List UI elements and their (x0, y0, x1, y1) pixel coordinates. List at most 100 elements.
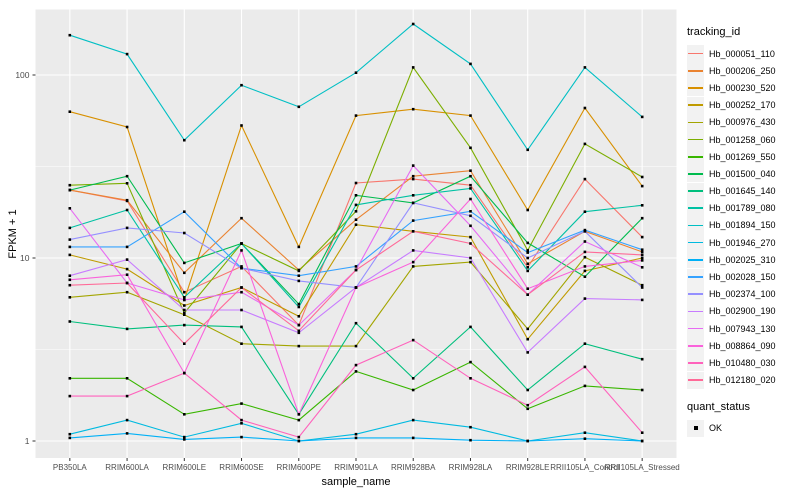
data-point (583, 66, 587, 69)
data-point (526, 388, 529, 392)
legend-label: Hb_001946_270 (709, 237, 776, 248)
legend-item-Hb_002374_100: Hb_002374_100 (687, 285, 776, 303)
data-point (297, 418, 301, 422)
data-point (583, 230, 587, 233)
legend-item-Hb_001946_270: Hb_001946_270 (687, 234, 776, 252)
legend-label: Hb_001500_040 (709, 168, 776, 179)
data-point (640, 250, 644, 254)
legend-item-Hb_000252_170: Hb_000252_170 (687, 96, 776, 114)
data-point (354, 71, 358, 74)
legend-item-Hb_001258_060: Hb_001258_060 (687, 131, 776, 149)
data-point (297, 329, 301, 333)
data-point (125, 182, 129, 185)
data-point (297, 331, 301, 335)
legend-line-icon (688, 155, 703, 158)
data-point (183, 311, 186, 315)
x-tick-label: RRIM928LE (506, 463, 550, 472)
x-tick-label: RRIM600PE (277, 463, 321, 472)
legend-label: Hb_000230_520 (709, 82, 776, 93)
data-point (640, 286, 644, 289)
legend: tracking_id Hb_000051_110 Hb_000206_250 Hb… (687, 26, 776, 437)
data-point (411, 107, 415, 111)
data-point (583, 365, 587, 369)
data-point (240, 308, 243, 312)
legend-key-swatch (687, 371, 704, 389)
data-point (68, 394, 72, 398)
data-point (469, 224, 472, 228)
data-point (183, 298, 186, 302)
data-point (297, 344, 301, 348)
data-point (240, 242, 243, 245)
legend-line-icon (688, 259, 703, 261)
data-point (469, 169, 472, 172)
data-point (469, 197, 472, 201)
legend-item-Hb_002900_190: Hb_002900_190 (687, 302, 776, 320)
data-point (469, 260, 472, 264)
data-point (526, 266, 529, 269)
data-point (125, 273, 129, 276)
data-point (68, 253, 72, 257)
legend-key-swatch (687, 285, 704, 303)
data-point (583, 240, 587, 243)
data-point (125, 281, 129, 285)
legend-line-icon (688, 207, 703, 210)
data-point (583, 297, 587, 300)
data-point (583, 106, 587, 110)
data-point (354, 194, 358, 197)
data-point (411, 194, 415, 197)
data-point (297, 269, 301, 273)
legend-key-swatch (687, 234, 704, 252)
x-tick-label: RRIM600SE (219, 463, 263, 472)
data-point (526, 287, 529, 290)
data-point (354, 223, 358, 226)
data-point (183, 210, 186, 213)
data-point (240, 418, 243, 422)
data-point (526, 327, 529, 331)
data-point (240, 342, 243, 345)
data-point (411, 260, 415, 264)
data-point (640, 259, 644, 262)
legend-item-Hb_001894_150: Hb_001894_150 (687, 216, 776, 234)
data-point (640, 283, 644, 287)
legend-label: Hb_000206_250 (709, 65, 776, 76)
legend-line-icon (688, 276, 703, 278)
data-point (240, 402, 243, 405)
data-point (183, 261, 186, 265)
data-point (526, 403, 529, 407)
data-point (640, 216, 644, 220)
data-point (125, 418, 129, 422)
data-point (469, 325, 472, 329)
data-point (125, 327, 129, 331)
data-point (583, 269, 587, 273)
data-point (240, 325, 243, 329)
data-point (68, 183, 72, 187)
x-tick-label: RRIM928LA (449, 463, 493, 472)
data-point (354, 268, 358, 272)
legend-label: Hb_002900_190 (709, 306, 776, 317)
data-point (411, 388, 415, 392)
legend-item-Hb_000976_430: Hb_000976_430 (687, 113, 776, 131)
y-axis-title: FPKM + 1 (7, 209, 19, 259)
x-tick-label: RRIM901LA (334, 463, 378, 472)
data-point (411, 249, 415, 252)
data-point (183, 231, 186, 235)
data-point (640, 298, 644, 302)
data-point (411, 22, 415, 26)
legend-label: Hb_001894_150 (709, 220, 776, 231)
data-point (354, 432, 358, 436)
data-point (354, 265, 358, 268)
legend-item-Hb_008864_090: Hb_008864_090 (687, 337, 776, 355)
legend-line-icon (688, 87, 703, 89)
data-point (469, 183, 472, 187)
data-point (125, 198, 129, 202)
legend-title-quant-status: quant_status (687, 400, 750, 413)
data-point (469, 438, 472, 442)
legend-line-icon (688, 69, 703, 72)
data-point (640, 184, 644, 188)
data-point (583, 384, 587, 388)
legend-key-swatch (687, 148, 704, 166)
data-point (183, 413, 186, 416)
data-point (411, 338, 415, 342)
legend-key-swatch (687, 79, 704, 97)
